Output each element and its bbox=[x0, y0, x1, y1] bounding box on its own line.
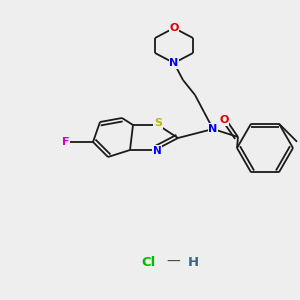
Text: —: — bbox=[166, 255, 180, 269]
Text: O: O bbox=[169, 23, 179, 33]
Text: N: N bbox=[153, 146, 161, 156]
Text: S: S bbox=[154, 118, 162, 128]
Text: H: H bbox=[188, 256, 199, 268]
Text: N: N bbox=[169, 58, 178, 68]
Text: Cl: Cl bbox=[141, 256, 155, 268]
Text: O: O bbox=[219, 115, 229, 125]
Text: N: N bbox=[208, 124, 217, 134]
Text: F: F bbox=[62, 137, 70, 147]
